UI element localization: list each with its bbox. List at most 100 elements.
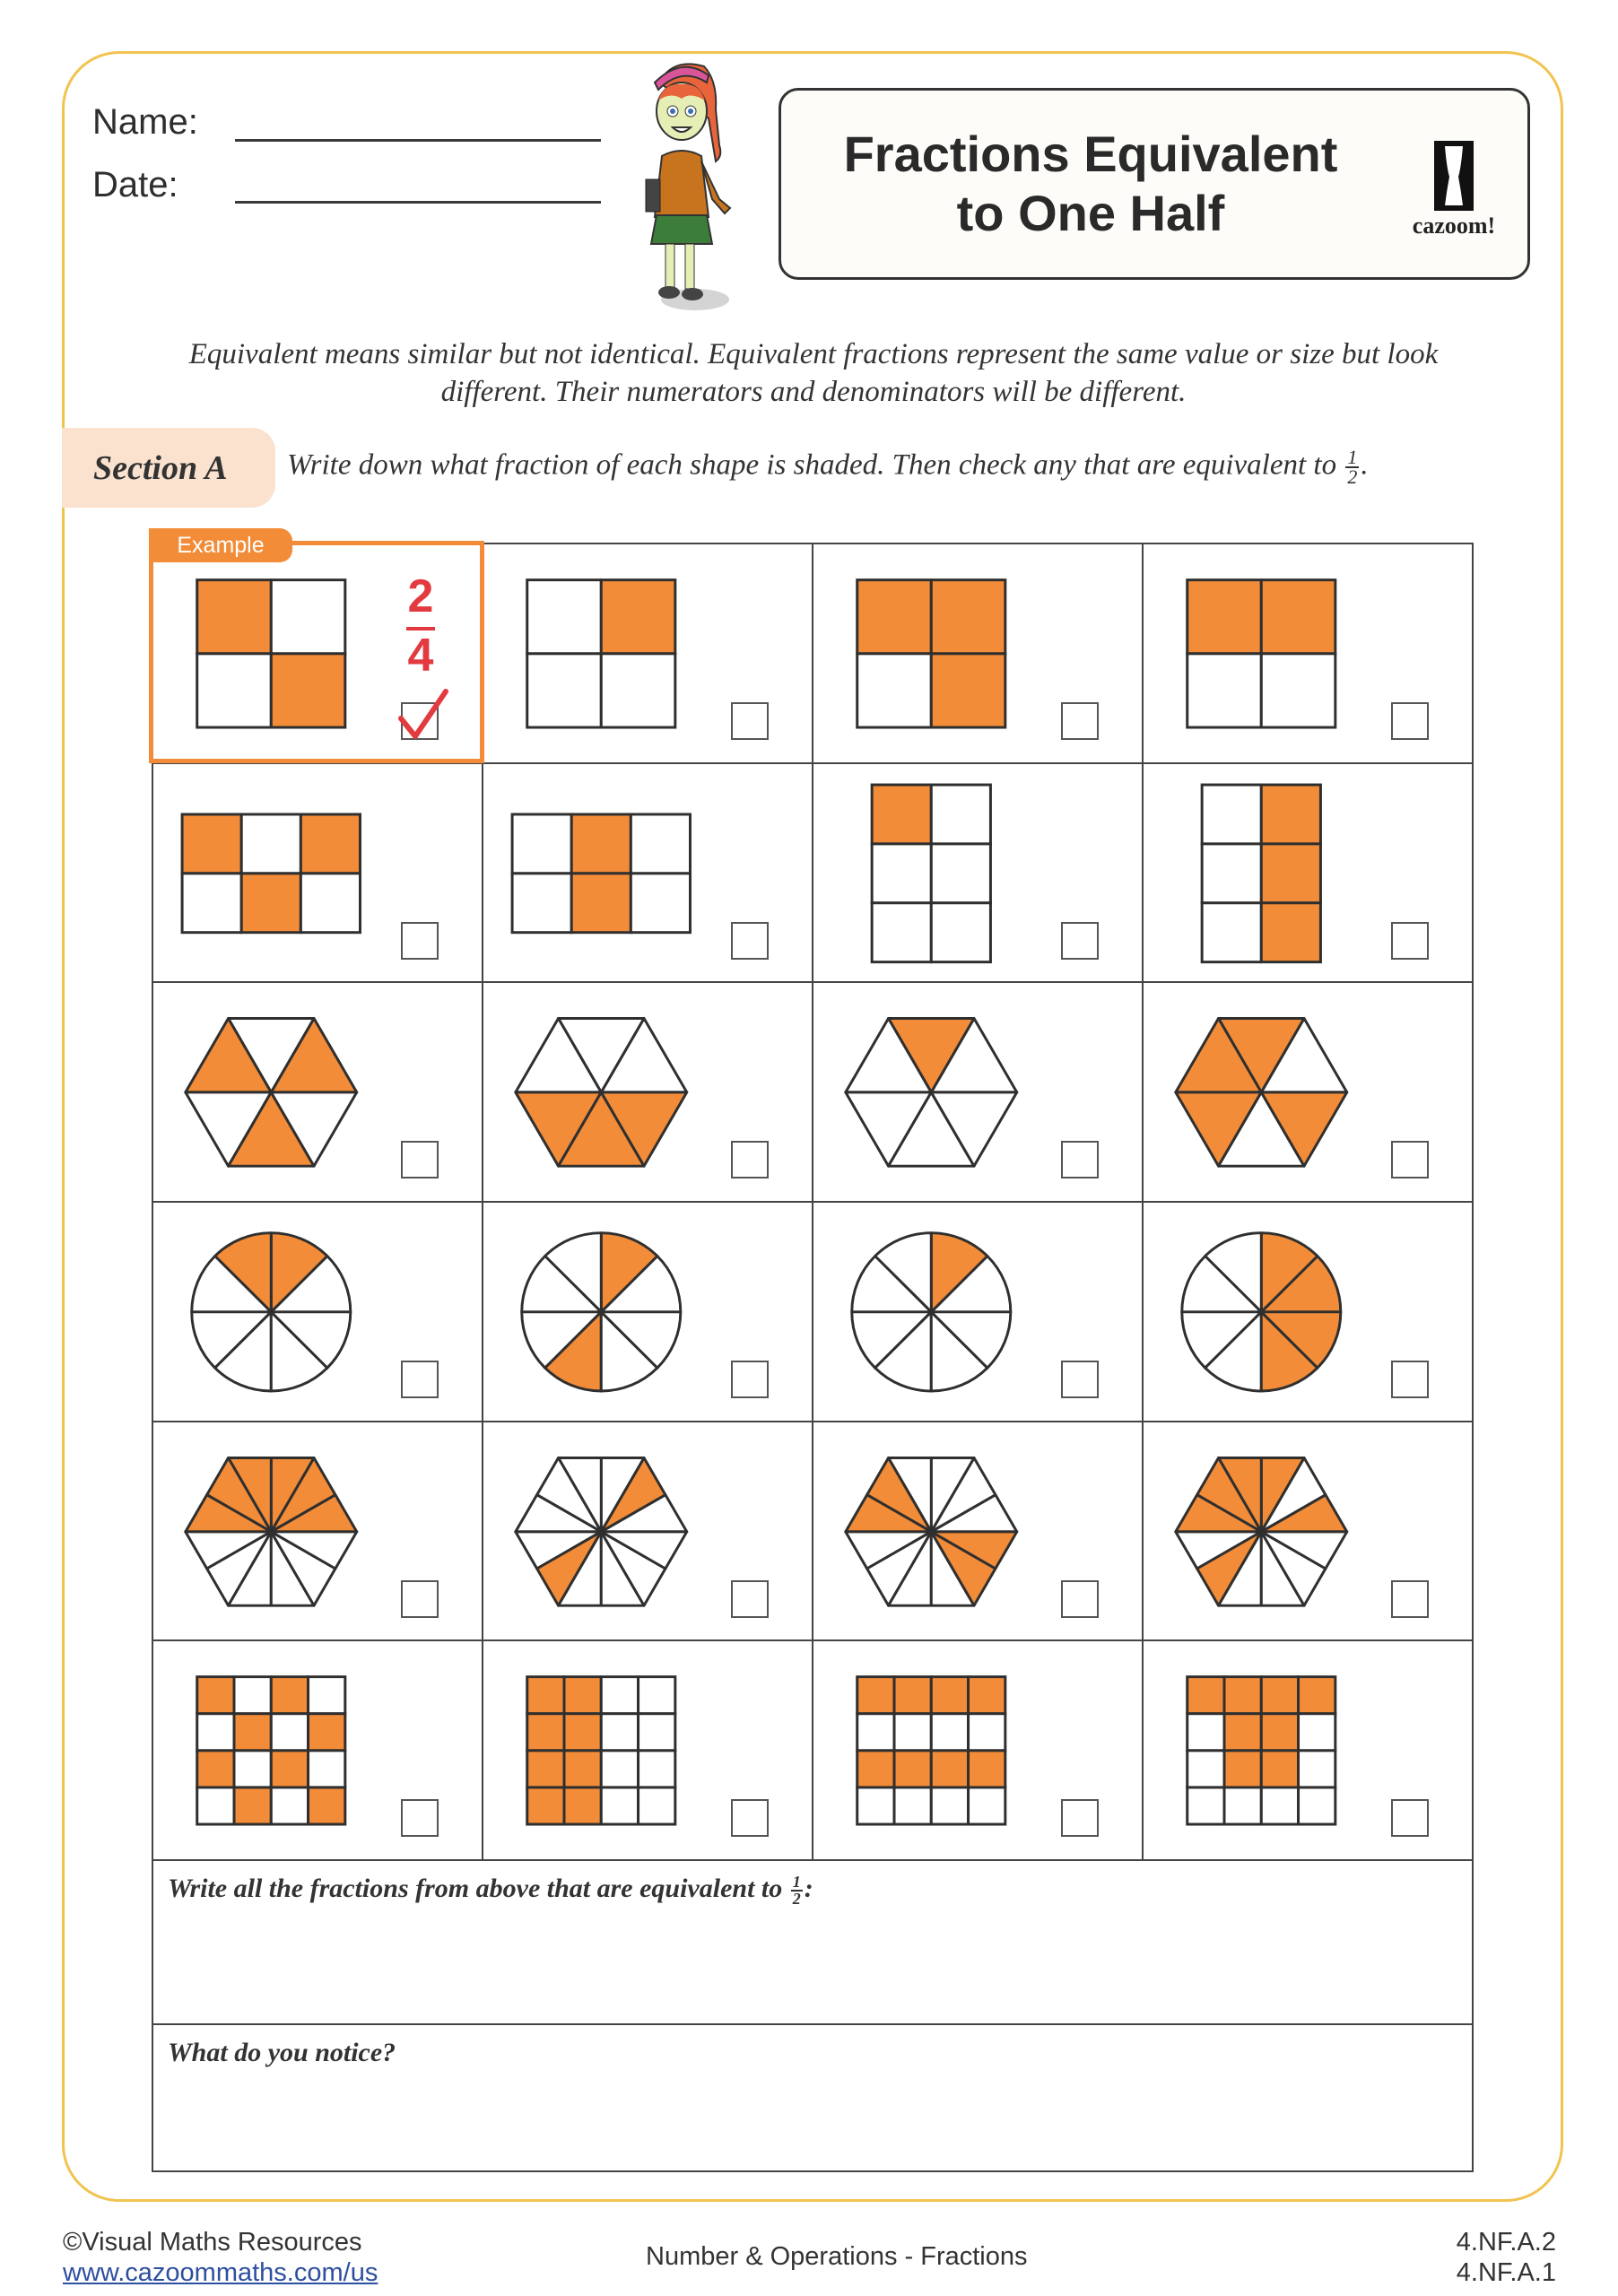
unshaded-part [196,1786,236,1826]
shape-cell [153,1203,483,1422]
section-title: Section A [93,449,228,487]
equivalent-checkbox[interactable] [1061,1141,1099,1179]
unshaded-part [269,578,347,656]
equivalent-answer-box[interactable]: Write all the fractions from above that … [152,1861,1474,2025]
equivalent-checkbox[interactable] [401,1579,439,1618]
hexagon-shape [844,1017,1019,1168]
grid-shape [856,1675,1007,1826]
shaded-part [570,872,632,934]
equivalent-checkbox[interactable] [401,1141,439,1179]
equivalent-checkbox[interactable] [731,1361,769,1398]
notice-answer-box[interactable]: What do you notice? [152,2023,1474,2172]
shaded-part [967,1749,1007,1789]
unshaded-part [1297,1749,1337,1789]
title-line-2: to One Half [956,185,1225,241]
unshaded-part [892,1786,933,1826]
shaded-part [856,1675,896,1716]
intro-text: Equivalent means similar but not identic… [188,338,1439,408]
shaded-part [299,813,361,874]
unshaded-part [307,1749,347,1789]
equivalent-checkbox[interactable] [731,1141,769,1179]
name-label: Name: [92,102,198,142]
unshaded-part [269,1712,310,1752]
unshaded-part [856,652,933,729]
denominator: 2 [792,1890,801,1909]
unshaded-sector [929,1091,1019,1168]
unshaded-part [1200,900,1263,963]
shaded-part [1222,1712,1263,1752]
equivalent-checkbox[interactable] [731,1579,769,1618]
shaded-part [526,1786,566,1826]
grid-shape [1186,578,1337,729]
unshaded-part [637,1712,677,1752]
shaded-part [1186,1675,1226,1716]
shaded-part [929,1749,970,1789]
equivalent-checkbox[interactable] [401,1799,439,1838]
equivalent-checkbox[interactable] [1061,1799,1099,1838]
name-field[interactable] [235,139,601,142]
shape-cell [483,1641,813,1861]
equivalent-checkbox[interactable] [1391,702,1429,740]
shaded-part [526,1712,566,1752]
unshaded-part [629,872,692,934]
unshaded-part [929,900,992,963]
shaded-sector [599,1091,689,1168]
equivalent-checkbox[interactable] [1061,702,1099,740]
equivalent-checkbox[interactable] [731,1799,769,1838]
cazoom-logo: cazoom! [1400,141,1508,239]
unshaded-sector [269,1310,352,1370]
shape-cell [813,1203,1144,1422]
equivalent-checkbox[interactable] [731,702,769,740]
shape-cell [483,1422,813,1642]
unshaded-part [870,900,933,963]
unshaded-part [232,1675,273,1716]
prompt-end: : [804,1874,813,1903]
unshaded-sector [269,1530,359,1570]
equivalent-checkbox[interactable] [1391,1799,1429,1838]
shaded-part [307,1712,347,1752]
grid-shape [526,578,677,729]
shaded-sector [1259,1310,1343,1370]
shaded-part [967,1675,1007,1716]
unshaded-part [929,842,992,904]
unshaded-part [856,1786,896,1826]
equivalent-checkbox[interactable] [1061,921,1099,960]
unshaded-part [870,842,933,904]
equivalent-checkbox[interactable] [1061,1361,1099,1398]
shape-cell [483,544,813,764]
equivalent-checkbox[interactable] [1391,1361,1429,1398]
girl-mascot-illustration [645,63,732,310]
equivalent-checkbox[interactable] [401,921,439,960]
equivalent-checkbox[interactable] [401,1361,439,1398]
unshaded-sector [599,1310,683,1370]
unshaded-part [510,872,573,934]
equivalent-checkbox[interactable] [1391,921,1429,960]
unshaded-part [1259,652,1337,729]
unshaded-part [1200,783,1263,846]
unshaded-part [599,1786,640,1826]
shape-cell [483,763,813,984]
fraction-bar [406,627,435,631]
equivalent-checkbox[interactable] [731,921,769,960]
shaded-part [1259,842,1322,904]
unshaded-part [180,872,243,934]
date-field[interactable] [235,201,601,204]
footer-standard-1: 4.NF.A.2 [1456,2228,1556,2257]
equivalent-checkbox[interactable] [1391,1141,1429,1179]
shaded-part [239,872,302,934]
grid-shape [1200,783,1322,963]
footer-topic: Number & Operations - Fractions [646,2242,1028,2271]
grid-shape [196,578,347,729]
equivalent-checkbox[interactable] [1061,1579,1099,1618]
example-answer-numerator: 2 [407,570,434,622]
title-line-1: Fractions Equivalent [843,126,1338,182]
instruction-end: . [1361,448,1369,482]
checkmark-stroke [398,689,448,739]
equivalent-checkbox[interactable] [1391,1579,1429,1618]
shaded-part [526,1675,566,1716]
shape-cell [153,763,483,984]
shaded-part [856,1749,896,1789]
footer-url-link[interactable]: www.cazoommaths.com/us [63,2258,378,2287]
shape-cell [483,983,813,1203]
